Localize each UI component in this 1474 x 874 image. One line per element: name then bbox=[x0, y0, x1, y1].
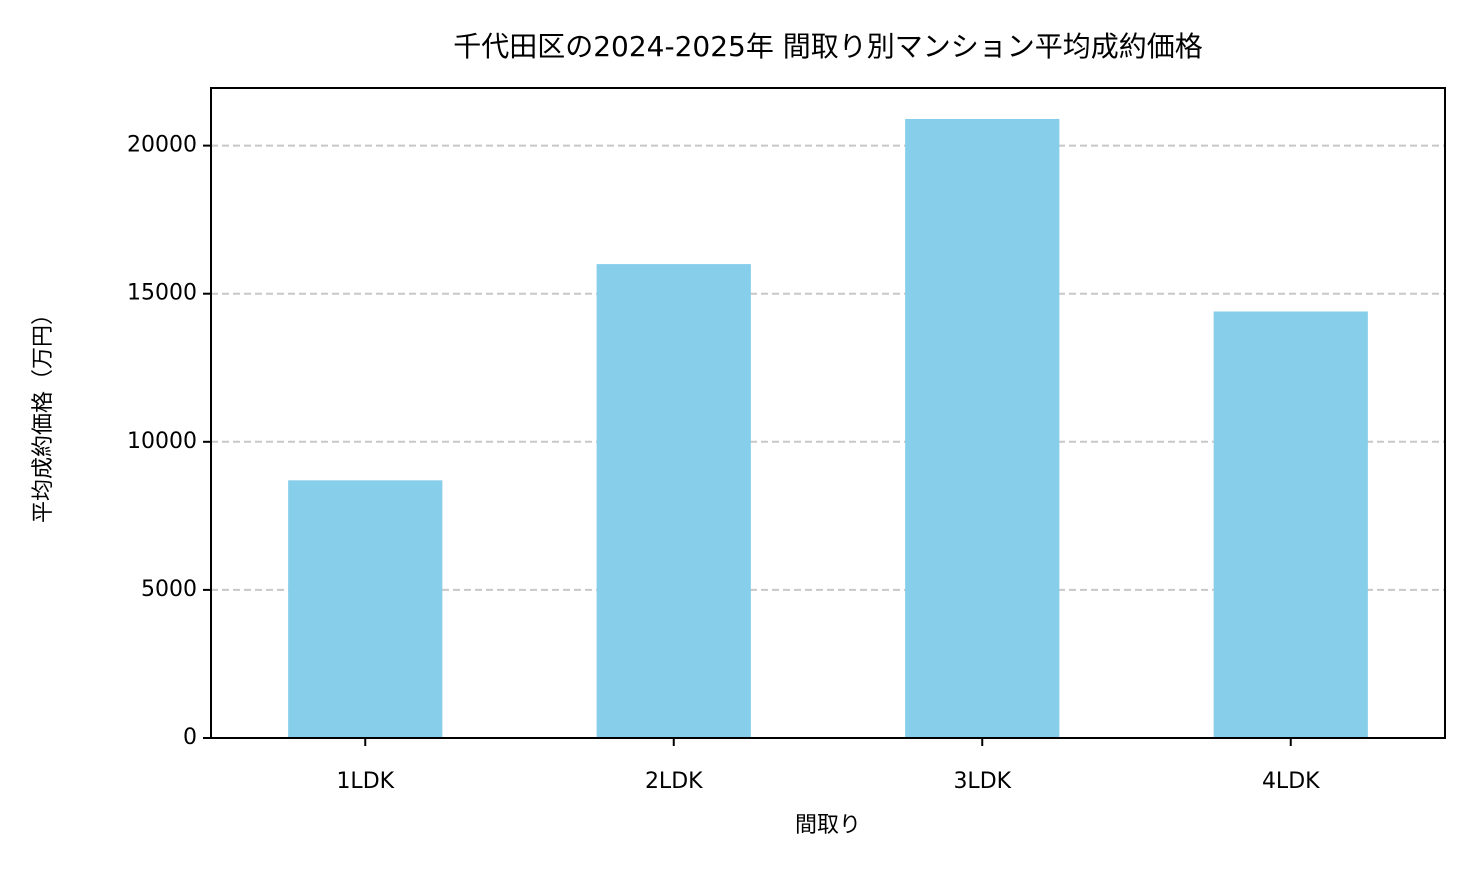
x-tick-label: 2LDK bbox=[645, 769, 703, 794]
bar bbox=[596, 264, 751, 738]
y-tick-label: 10000 bbox=[127, 429, 197, 454]
x-tick-label: 3LDK bbox=[953, 769, 1011, 794]
x-tick-label: 4LDK bbox=[1262, 769, 1320, 794]
chart-title: 千代田区の2024-2025年 間取り別マンション平均成約価格 bbox=[453, 30, 1203, 63]
y-tick-label: 15000 bbox=[127, 281, 197, 306]
y-tick-label: 5000 bbox=[141, 577, 197, 602]
bar bbox=[288, 480, 443, 738]
x-axis-label: 間取り bbox=[795, 813, 861, 838]
bar bbox=[1213, 311, 1368, 738]
bar bbox=[905, 118, 1060, 738]
x-tick-label: 1LDK bbox=[336, 769, 394, 794]
plot-frame bbox=[210, 87, 1446, 739]
y-tick-label: 0 bbox=[183, 725, 197, 750]
y-tick-label: 20000 bbox=[127, 133, 197, 158]
y-axis-label: 平均成約価格（万円） bbox=[31, 303, 56, 523]
